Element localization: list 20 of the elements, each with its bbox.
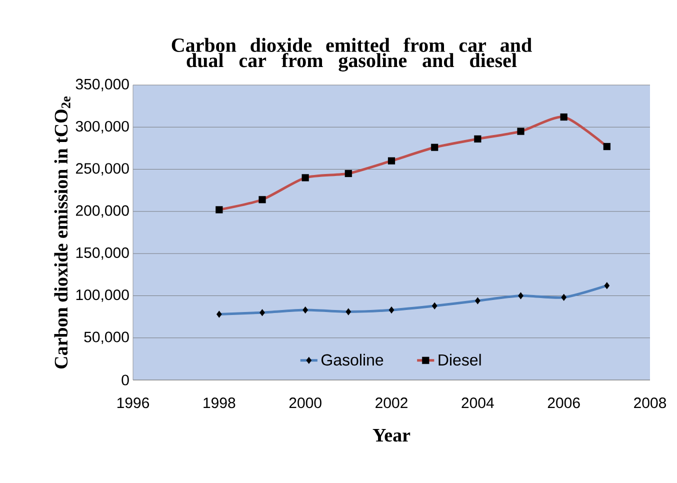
x-tick-label: 2004: [462, 398, 494, 408]
y-tick-label: 250,000: [76, 163, 129, 176]
y-tick-label: 100,000: [76, 290, 129, 302]
y-axis-title: Carbon dioxide emission in tCO$_{2e}$: [54, 96, 70, 368]
x-tick-label: 2002: [376, 398, 408, 408]
y-tick-label: 50,000: [84, 332, 129, 344]
x-tick-label: 2006: [548, 398, 580, 408]
y-tick-label: 350,000: [76, 78, 129, 92]
x-tick-label: 2000: [289, 398, 322, 408]
x-tick-label: 2008: [634, 398, 666, 408]
y-tick-label: 0: [122, 374, 129, 386]
chart-title: Carbon dioxide emitted from car and dual car from gasoline and diesel: [172, 38, 532, 72]
x-tick-label: 1998: [204, 398, 236, 408]
legend-label: Gasoline: [321, 354, 384, 366]
y-tick-label: 200,000: [76, 205, 129, 218]
x-tick-label: 1996: [117, 398, 150, 408]
y-tick-label: 150,000: [76, 247, 129, 260]
y-tick-label: 300,000: [76, 120, 129, 134]
x-axis-title: Year: [372, 429, 410, 442]
legend-label: Diesel: [438, 354, 481, 366]
